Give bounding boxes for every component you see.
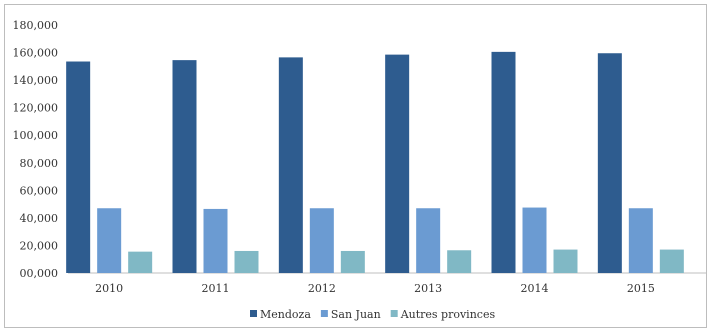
y-tick-label: 160,000 bbox=[13, 47, 59, 60]
bar-mendoza-2014 bbox=[491, 51, 516, 273]
legend-label-mendoza: Mendoza bbox=[260, 308, 311, 321]
bar-mendoza-2010 bbox=[66, 61, 91, 274]
bar-mendoza-2012 bbox=[278, 57, 303, 273]
x-tick-label: 2010 bbox=[95, 282, 123, 295]
y-tick-label: 60,000 bbox=[20, 184, 59, 197]
y-tick-label: 40,000 bbox=[20, 212, 59, 225]
bar-autres-provinces-2011 bbox=[234, 250, 259, 273]
chart-frame bbox=[4, 4, 707, 328]
bar-san-juan-2015 bbox=[628, 208, 653, 273]
bar-san-juan-2010 bbox=[97, 208, 122, 273]
bar-san-juan-2012 bbox=[309, 208, 334, 273]
bar-san-juan-2011 bbox=[203, 208, 228, 273]
bar-mendoza-2011 bbox=[172, 60, 197, 274]
bar-autres-provinces-2010 bbox=[128, 251, 153, 273]
y-tick-label: 100,000 bbox=[13, 129, 59, 142]
bar-autres-provinces-2012 bbox=[340, 250, 365, 273]
x-tick-label: 2012 bbox=[308, 282, 336, 295]
bar-autres-provinces-2013 bbox=[447, 250, 472, 273]
x-tick-label: 2015 bbox=[627, 282, 655, 295]
y-tick-label: 80,000 bbox=[20, 157, 59, 170]
y-tick-label: 20,000 bbox=[20, 239, 59, 252]
bar-mendoza-2015 bbox=[597, 53, 622, 273]
x-tick-label: 2014 bbox=[521, 282, 549, 295]
bar-san-juan-2014 bbox=[522, 207, 547, 273]
bar-mendoza-2013 bbox=[385, 54, 410, 273]
y-tick-label: 120,000 bbox=[13, 102, 59, 115]
bar-san-juan-2013 bbox=[416, 208, 441, 273]
bar-autres-provinces-2015 bbox=[659, 249, 684, 273]
y-tick-label: 140,000 bbox=[13, 74, 59, 87]
x-tick-label: 2011 bbox=[202, 282, 230, 295]
legend-swatch-autres-provinces bbox=[390, 310, 398, 317]
bar-autres-provinces-2014 bbox=[553, 249, 578, 273]
y-tick-label: 180,000 bbox=[13, 19, 59, 32]
x-tick-label: 2013 bbox=[414, 282, 442, 295]
legend-swatch-mendoza bbox=[250, 310, 257, 317]
y-tick-label: 00,000 bbox=[20, 267, 59, 280]
legend-label-san-juan: San Juan bbox=[331, 308, 381, 321]
legend-swatch-san-juan bbox=[320, 310, 328, 317]
legend-label-autres-provinces: Autres provinces bbox=[400, 308, 496, 321]
